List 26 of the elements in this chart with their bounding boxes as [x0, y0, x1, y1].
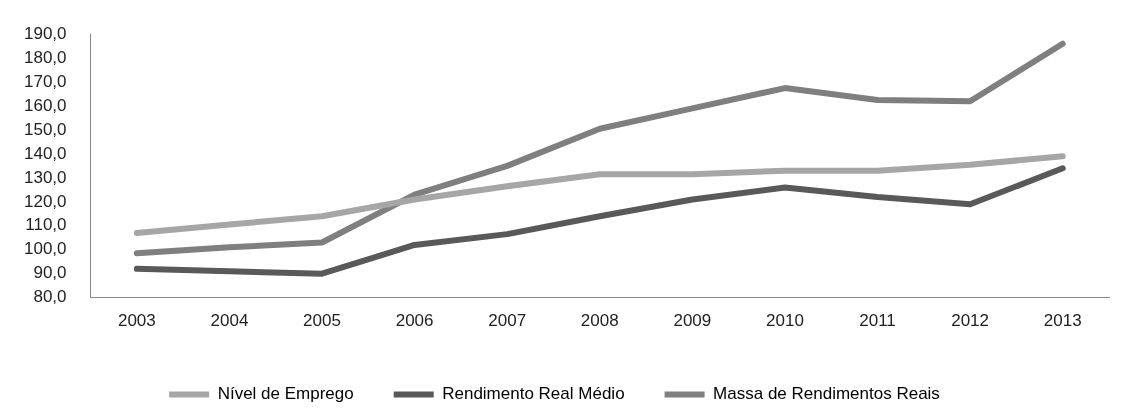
y-tick-label: 80,0: [33, 287, 67, 307]
y-tick-label: 100,0: [23, 239, 67, 259]
x-tick-label: 2011: [859, 311, 896, 331]
x-tick-label: 2004: [210, 311, 249, 331]
y-tick-label: 140,0: [23, 143, 67, 163]
y-tick-label: 190,0: [23, 23, 67, 43]
x-tick-label: 2003: [117, 311, 156, 331]
y-tick-label: 130,0: [23, 167, 67, 187]
x-tick-label: 2013: [1043, 311, 1082, 331]
y-tick-label: 150,0: [23, 119, 67, 139]
x-tick-label: 2008: [580, 311, 619, 331]
x-tick-label: 2012: [951, 311, 990, 331]
x-tick-label: 2009: [673, 311, 712, 331]
x-tick-label: 2006: [395, 311, 434, 331]
y-tick-label: 120,0: [23, 191, 67, 211]
x-tick-label: 2010: [766, 311, 804, 331]
legend-label: Nível de Emprego: [217, 384, 354, 404]
y-tick-label: 170,0: [23, 71, 67, 91]
y-tick-label: 180,0: [23, 47, 67, 67]
y-tick-label: 160,0: [23, 95, 67, 115]
y-tick-label: 90,0: [33, 263, 67, 283]
x-tick-label: 2007: [488, 311, 527, 331]
legend-label: Rendimento Real Médio: [442, 384, 625, 404]
legend-label: Massa de Rendimentos Reais: [713, 384, 940, 404]
y-tick-label: 110,0: [25, 215, 67, 235]
x-tick-label: 2005: [303, 311, 341, 331]
